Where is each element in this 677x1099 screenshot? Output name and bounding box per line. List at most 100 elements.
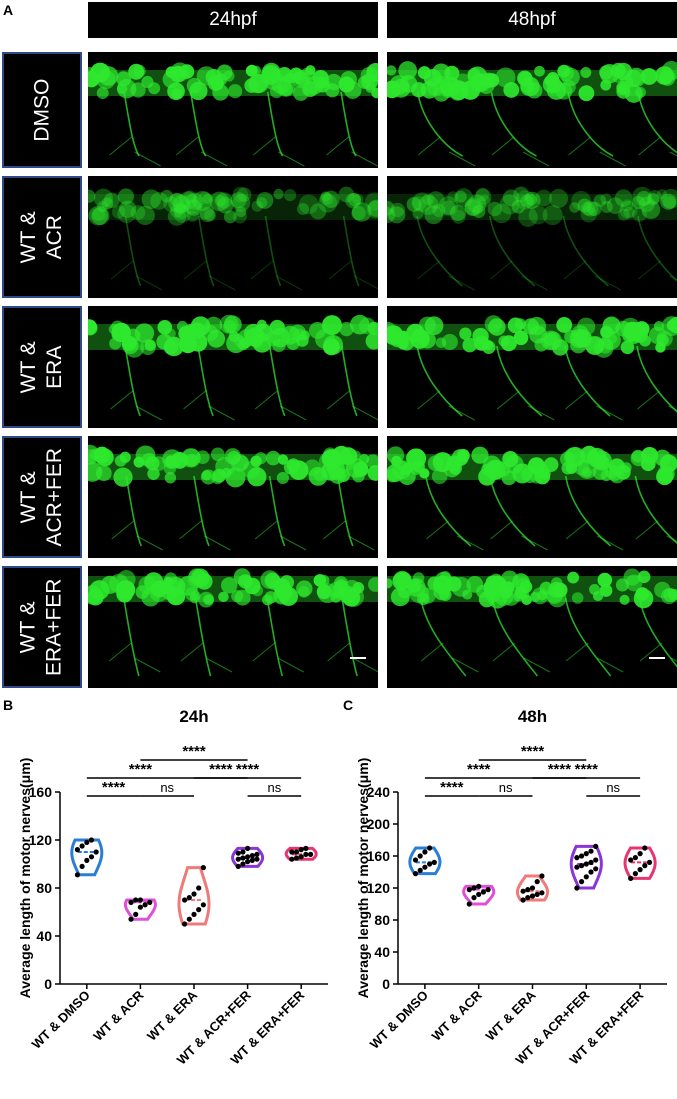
x-tick-label: WT & ERA <box>483 987 539 1043</box>
x-tick-label: WT & ACR <box>90 987 147 1044</box>
data-point <box>628 857 634 863</box>
significance-label: **** <box>129 761 153 778</box>
data-point <box>646 859 653 865</box>
data-point <box>133 897 139 903</box>
violin <box>515 874 550 902</box>
y-tick-label: 160 <box>29 784 53 800</box>
data-point <box>529 893 536 899</box>
data-point <box>254 851 260 857</box>
data-point <box>422 849 428 855</box>
row-label-text: WT & ACR+FER <box>16 447 67 547</box>
data-point <box>245 859 251 865</box>
y-tick-label: 0 <box>382 976 390 992</box>
y-tick-label: 120 <box>367 880 391 896</box>
y-tick-label: 40 <box>36 928 52 944</box>
panel-letter-a: A <box>3 2 14 18</box>
y-tick-label: 200 <box>367 816 391 832</box>
y-tick-label: 240 <box>367 784 391 800</box>
data-point <box>412 857 419 863</box>
row-label-era-fer: WT & ERA+FER <box>2 566 82 688</box>
data-point <box>196 885 202 891</box>
data-point <box>476 883 482 889</box>
data-point <box>235 863 241 869</box>
data-point <box>88 854 95 860</box>
column-header-24hpf: 24hpf <box>88 2 378 38</box>
significance-label: **** <box>182 743 206 760</box>
data-point <box>137 897 143 903</box>
data-point <box>593 857 599 863</box>
data-point <box>79 863 85 869</box>
data-point <box>200 902 206 908</box>
data-point <box>471 885 477 891</box>
data-point <box>520 897 526 903</box>
significance-label: **** <box>440 779 464 796</box>
data-point <box>84 857 90 863</box>
significance-label: ns <box>606 780 620 795</box>
micrograph-acr-24hpf <box>88 176 378 298</box>
data-point <box>529 885 536 891</box>
data-point <box>307 851 314 857</box>
micrograph-era-fer-24hpf <box>88 566 378 688</box>
data-point <box>303 845 309 851</box>
data-point <box>574 855 580 861</box>
data-point <box>245 845 251 851</box>
micrograph-era-fer-48hpf <box>387 566 677 688</box>
data-point <box>137 904 143 910</box>
data-point <box>422 864 428 870</box>
data-point <box>128 916 134 922</box>
data-point <box>240 861 246 867</box>
y-tick-label: 0 <box>44 976 52 992</box>
data-point <box>412 871 419 877</box>
violin <box>177 866 211 926</box>
data-point <box>578 879 585 885</box>
data-point <box>642 845 648 851</box>
panel-letter-c: C <box>343 697 354 713</box>
data-point <box>534 891 540 897</box>
row-label-acr: WT & ACR <box>2 176 82 298</box>
x-tick-label: WT & DMSO <box>367 988 431 1052</box>
data-point <box>574 885 580 891</box>
significance-label: **** <box>467 761 491 778</box>
data-point <box>480 889 487 895</box>
micrograph-dmso-48hpf <box>387 52 677 168</box>
significance-label: **** <box>236 761 260 778</box>
data-point <box>254 856 260 862</box>
data-point <box>583 851 589 857</box>
violin <box>408 846 442 876</box>
data-point <box>249 857 255 863</box>
data-point <box>539 873 545 879</box>
data-point <box>298 854 304 860</box>
violin <box>123 898 157 921</box>
data-point <box>525 887 531 893</box>
chart-24h: 24h 0 40 80 120 160 Average length of motor ne… <box>0 700 338 1094</box>
x-tick-label: WT & ACR <box>429 987 486 1044</box>
y-tick-label: 80 <box>374 912 390 928</box>
violin <box>70 838 104 877</box>
data-point <box>427 845 433 851</box>
data-point <box>593 843 599 849</box>
data-point <box>84 839 90 845</box>
x-tick-label: WT & DMSO <box>29 988 93 1052</box>
row-label-text: WT & ERA+FER <box>16 578 67 676</box>
data-point <box>578 863 585 869</box>
data-point <box>249 853 255 859</box>
micrograph-acr-fer-24hpf <box>88 436 378 558</box>
data-point <box>431 859 437 865</box>
data-point <box>74 872 81 878</box>
data-point <box>417 867 423 873</box>
data-point <box>191 891 197 897</box>
data-point <box>196 907 202 913</box>
data-point <box>588 848 594 854</box>
data-point <box>588 869 594 875</box>
violin <box>284 846 318 861</box>
data-point <box>637 851 643 857</box>
data-point <box>186 895 192 901</box>
data-point <box>539 890 545 896</box>
data-point <box>593 866 599 872</box>
data-point <box>466 901 472 907</box>
micrograph-acr-fer-48hpf <box>387 436 677 558</box>
significance-label: **** <box>102 779 126 796</box>
micrograph-dmso-24hpf <box>88 52 378 168</box>
data-point <box>298 847 304 853</box>
data-point <box>293 849 300 855</box>
